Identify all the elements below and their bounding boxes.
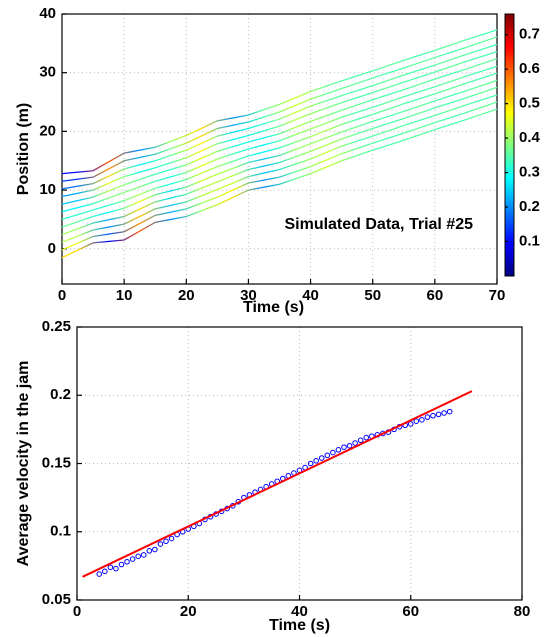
y-tick-label: 0.1 [50,523,71,540]
data-point [113,565,119,572]
data-point [335,447,342,453]
trajectory [61,29,498,175]
x-tick-label: 60 [402,603,419,620]
y-tick-label: 20 [39,122,56,139]
data-point [118,561,125,568]
data-point [96,571,103,577]
x-tick-label: 0 [58,287,66,304]
fit-line [82,390,473,578]
y-tick-label: 0.25 [42,318,71,335]
data-point [157,541,164,547]
x-axis-label: Time (s) [269,617,330,634]
annotation: Simulated Data, Trial #25 [284,216,473,233]
data-point [102,568,108,575]
data-point [124,558,130,565]
colorbar-tick-label: 0.3 [519,164,540,181]
colorbar-tick-label: 0.5 [519,95,540,112]
y-axis-label: Average velocity in the jam [15,361,32,567]
trajectory [61,94,498,243]
plot-frame [61,13,498,285]
trajectory [61,72,498,221]
trajectory [61,43,498,190]
data-point [129,556,136,562]
data-point [330,449,336,456]
trajectory [61,36,498,182]
data-point [424,414,431,420]
colorbar-tick-label: 0.7 [519,26,540,43]
data-point [152,546,158,553]
x-tick-label: 70 [489,287,506,304]
colorbar-tick-label: 0.6 [519,60,540,77]
x-tick-label: 30 [240,287,257,304]
y-tick-label: 0.2 [50,386,71,403]
data-point [413,418,420,424]
data-point [313,457,319,464]
trajectory [61,101,498,251]
data-point [168,535,175,542]
trajectory [61,86,498,236]
data-point [441,410,447,416]
data-point [163,538,169,545]
trajectory [61,108,498,259]
x-tick-label: 50 [364,287,381,304]
data-point [324,452,331,459]
data-point [363,434,370,441]
data-point [341,444,347,450]
x-tick-label: 40 [302,287,319,304]
data-point [346,442,353,449]
data-point [107,564,114,571]
trajectory [61,50,498,198]
y-tick-label: 40 [39,5,56,22]
y-tick-label: 0 [48,240,56,257]
data-point [307,460,314,467]
data-point [318,455,325,461]
y-tick-label: 0.05 [42,591,71,608]
x-tick-label: 0 [73,603,81,620]
y-axis-label: Position (m) [15,103,32,195]
trajectory [61,57,498,205]
trajectory [61,65,498,213]
x-axis-label: Time (s) [243,299,304,316]
y-tick-label: 0.15 [42,454,71,471]
x-tick-label: 10 [116,287,133,304]
colorbar-tick-label: 0.1 [519,232,540,249]
data-point [435,411,442,418]
data-point [419,417,425,423]
data-point [352,440,358,446]
x-tick-label: 40 [291,603,308,620]
x-tick-label: 20 [180,603,197,620]
colorbar-tick-label: 0.4 [519,129,541,146]
x-tick-label: 60 [427,287,444,304]
data-point [407,421,414,427]
data-point [430,412,436,419]
data-point [357,437,364,444]
data-point [446,408,453,415]
y-tick-label: 10 [39,181,56,198]
y-tick-label: 30 [39,64,56,81]
trajectory [61,79,498,228]
colorbar-tick-label: 0.2 [519,198,540,215]
colorbar [504,13,515,277]
data-point [140,552,147,558]
x-tick-label: 80 [514,603,531,620]
data-point [146,548,153,554]
data-point [135,553,141,560]
plot-frame [76,326,523,601]
x-tick-label: 20 [178,287,195,304]
